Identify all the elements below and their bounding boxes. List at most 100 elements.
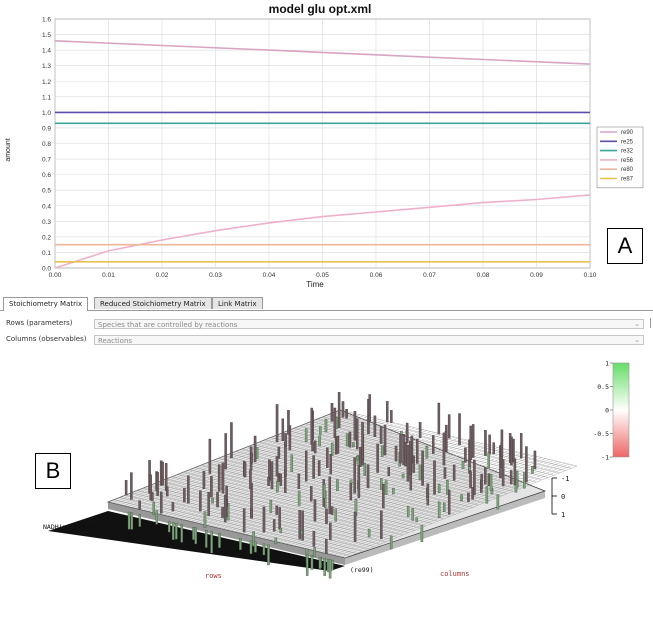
legend-box — [596, 126, 644, 189]
matrix-bar — [275, 505, 278, 515]
matrix-bar — [510, 436, 513, 466]
matrix-bar — [230, 422, 233, 459]
matrix-bar — [313, 547, 316, 558]
y-tick-label: 0.8 — [42, 141, 51, 148]
matrix-bar — [359, 446, 362, 467]
matrix-bar — [208, 438, 212, 474]
matrix-bar — [379, 426, 383, 444]
x-tick-label: 0.01 — [102, 272, 115, 279]
matrix-bar — [357, 473, 361, 498]
matrix-bar — [323, 484, 326, 499]
matrix-bar — [348, 431, 352, 448]
y-tick-label: 0.5 — [42, 188, 51, 195]
matrix-bar — [531, 466, 534, 474]
matrix-bar — [267, 477, 270, 486]
x-tick-label: 0.08 — [477, 272, 490, 279]
tab-link-matrix[interactable]: Link Matrix — [212, 297, 263, 309]
x-tick-label: 0.07 — [423, 272, 436, 279]
chart-series — [54, 40, 591, 269]
matrix-bar — [221, 507, 224, 518]
matrix-bar — [166, 486, 169, 497]
matrix-bar — [253, 435, 257, 463]
matrix-bar — [199, 490, 202, 512]
chevron-down-icon: ⌄ — [634, 336, 640, 344]
matrix-bar — [411, 507, 414, 521]
y-tick-label: 1.4 — [42, 48, 51, 55]
matrix-bar — [328, 476, 331, 514]
matrix-bar — [250, 508, 253, 518]
legend-entry-re80: re80 — [621, 167, 634, 173]
matrix-bar — [267, 544, 270, 566]
tab-stoichiometry-matrix[interactable]: Stoichiometry Matrix — [3, 297, 89, 311]
matrix-bar — [446, 480, 449, 495]
y-axis-label: amount — [5, 138, 12, 161]
matrix-bar — [317, 460, 321, 477]
x-tick-label: 0.10 — [584, 272, 597, 279]
matrix-bar — [373, 415, 377, 437]
panel-label-b: B — [35, 453, 71, 489]
matrix-bar — [275, 404, 279, 442]
matrix-bar — [383, 425, 387, 456]
matrix-bar — [337, 391, 341, 428]
matrix-bar — [426, 483, 430, 499]
matrix-bar — [469, 471, 472, 488]
legend-entry-re90: re90 — [621, 130, 634, 136]
matrix-bar — [255, 447, 259, 459]
axis-columns-label: columns — [440, 570, 470, 578]
matrix-bar — [312, 455, 315, 479]
matrix-bar — [287, 409, 290, 435]
tab-reduced-stoichiometry-matrix[interactable]: Reduced Stoichiometry Matrix — [94, 297, 212, 309]
matrix-bar — [461, 461, 465, 470]
matrix-bar — [353, 457, 356, 494]
matrix-bar — [471, 487, 474, 500]
y-tick-label: 0.9 — [42, 125, 51, 132]
chart-title: model glu opt.xml — [269, 2, 372, 16]
matrix-bar — [389, 535, 393, 550]
matrix-bar — [297, 490, 301, 506]
plot-wall-side — [345, 491, 545, 565]
matrix-bar — [171, 502, 175, 512]
matrix-bar — [406, 445, 410, 482]
x-tick-label: 0.06 — [370, 272, 383, 279]
y-tick-label: 0.1 — [42, 250, 51, 257]
matrix-bar — [501, 459, 505, 487]
matrix-3d-plot[interactable]: -1 0 1 NADH(mitochondr (re99) rows columns 1 0.5… — [0, 296, 653, 622]
matrix-bar — [437, 402, 441, 435]
matrix-panel: -1 0 1 NADH(mitochondr (re99) rows columns 1 0.5… — [0, 296, 653, 622]
matrix-bar — [262, 506, 266, 533]
matrix-bar — [376, 443, 379, 473]
matrix-bar — [127, 511, 131, 530]
matrix-bar — [277, 446, 281, 459]
matrix-bar — [352, 442, 355, 448]
matrix-bar — [284, 433, 287, 448]
y-tick-label: 0.7 — [42, 157, 51, 164]
matrix-bar — [138, 514, 141, 527]
matrix-bar — [216, 492, 219, 508]
matrix-bar — [356, 456, 359, 461]
matrix-bar — [361, 422, 364, 460]
rows-select[interactable]: Species that are controlled by reactions… — [94, 319, 644, 329]
x-tick-label: 0.00 — [49, 272, 62, 279]
legend-entry-re56: re56 — [621, 158, 634, 164]
y-tick-label: 1.2 — [42, 79, 51, 86]
matrix-bar — [239, 538, 242, 550]
matrix-bar — [487, 473, 491, 486]
x-tick-label: 0.05 — [316, 272, 329, 279]
y-tick-label: 0.0 — [42, 266, 51, 273]
x-tick-label: 0.09 — [530, 272, 543, 279]
matrix-bar — [425, 446, 429, 459]
matrix-bar — [252, 531, 255, 547]
matrix-bar — [323, 558, 326, 576]
matrix-bar — [318, 435, 321, 447]
columns-select[interactable]: Reactions ⌄ — [94, 335, 644, 345]
matrix-bar — [298, 510, 301, 540]
matrix-bar — [217, 464, 221, 492]
matrix-bar — [384, 480, 388, 495]
matrix-bar — [380, 445, 384, 457]
matrix-bar — [242, 508, 246, 533]
y-tick-label: 1.5 — [42, 32, 51, 39]
divider — [650, 318, 651, 328]
matrix-bar — [421, 450, 424, 486]
matrix-bar — [484, 467, 487, 485]
matrix-bar — [331, 559, 334, 571]
